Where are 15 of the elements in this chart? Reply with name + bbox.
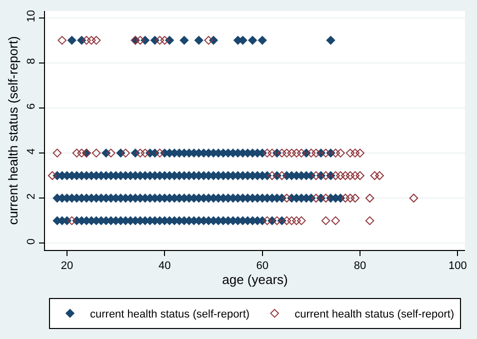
y-tick-label: 6 (26, 103, 38, 110)
y-axis-title: current health status (self-report) (6, 36, 21, 225)
x-axis-title: age (years) (222, 272, 288, 288)
x-tick-label: 100 (448, 260, 467, 272)
x-tick-label: 40 (158, 260, 171, 272)
y-tick-label: 8 (26, 58, 38, 64)
x-tick-label: 60 (256, 260, 268, 272)
y-tick-label: 2 (26, 193, 38, 200)
x-tick-label: 20 (60, 260, 74, 272)
legend-label: current health status (self-report) (294, 308, 454, 321)
y-tick-label: 10 (26, 10, 38, 22)
x-tick-label: 80 (354, 260, 366, 272)
y-tick-label: 0 (26, 238, 38, 245)
y-tick-label: 4 (26, 148, 38, 154)
legend-label: current health status (self-report) (90, 308, 250, 321)
